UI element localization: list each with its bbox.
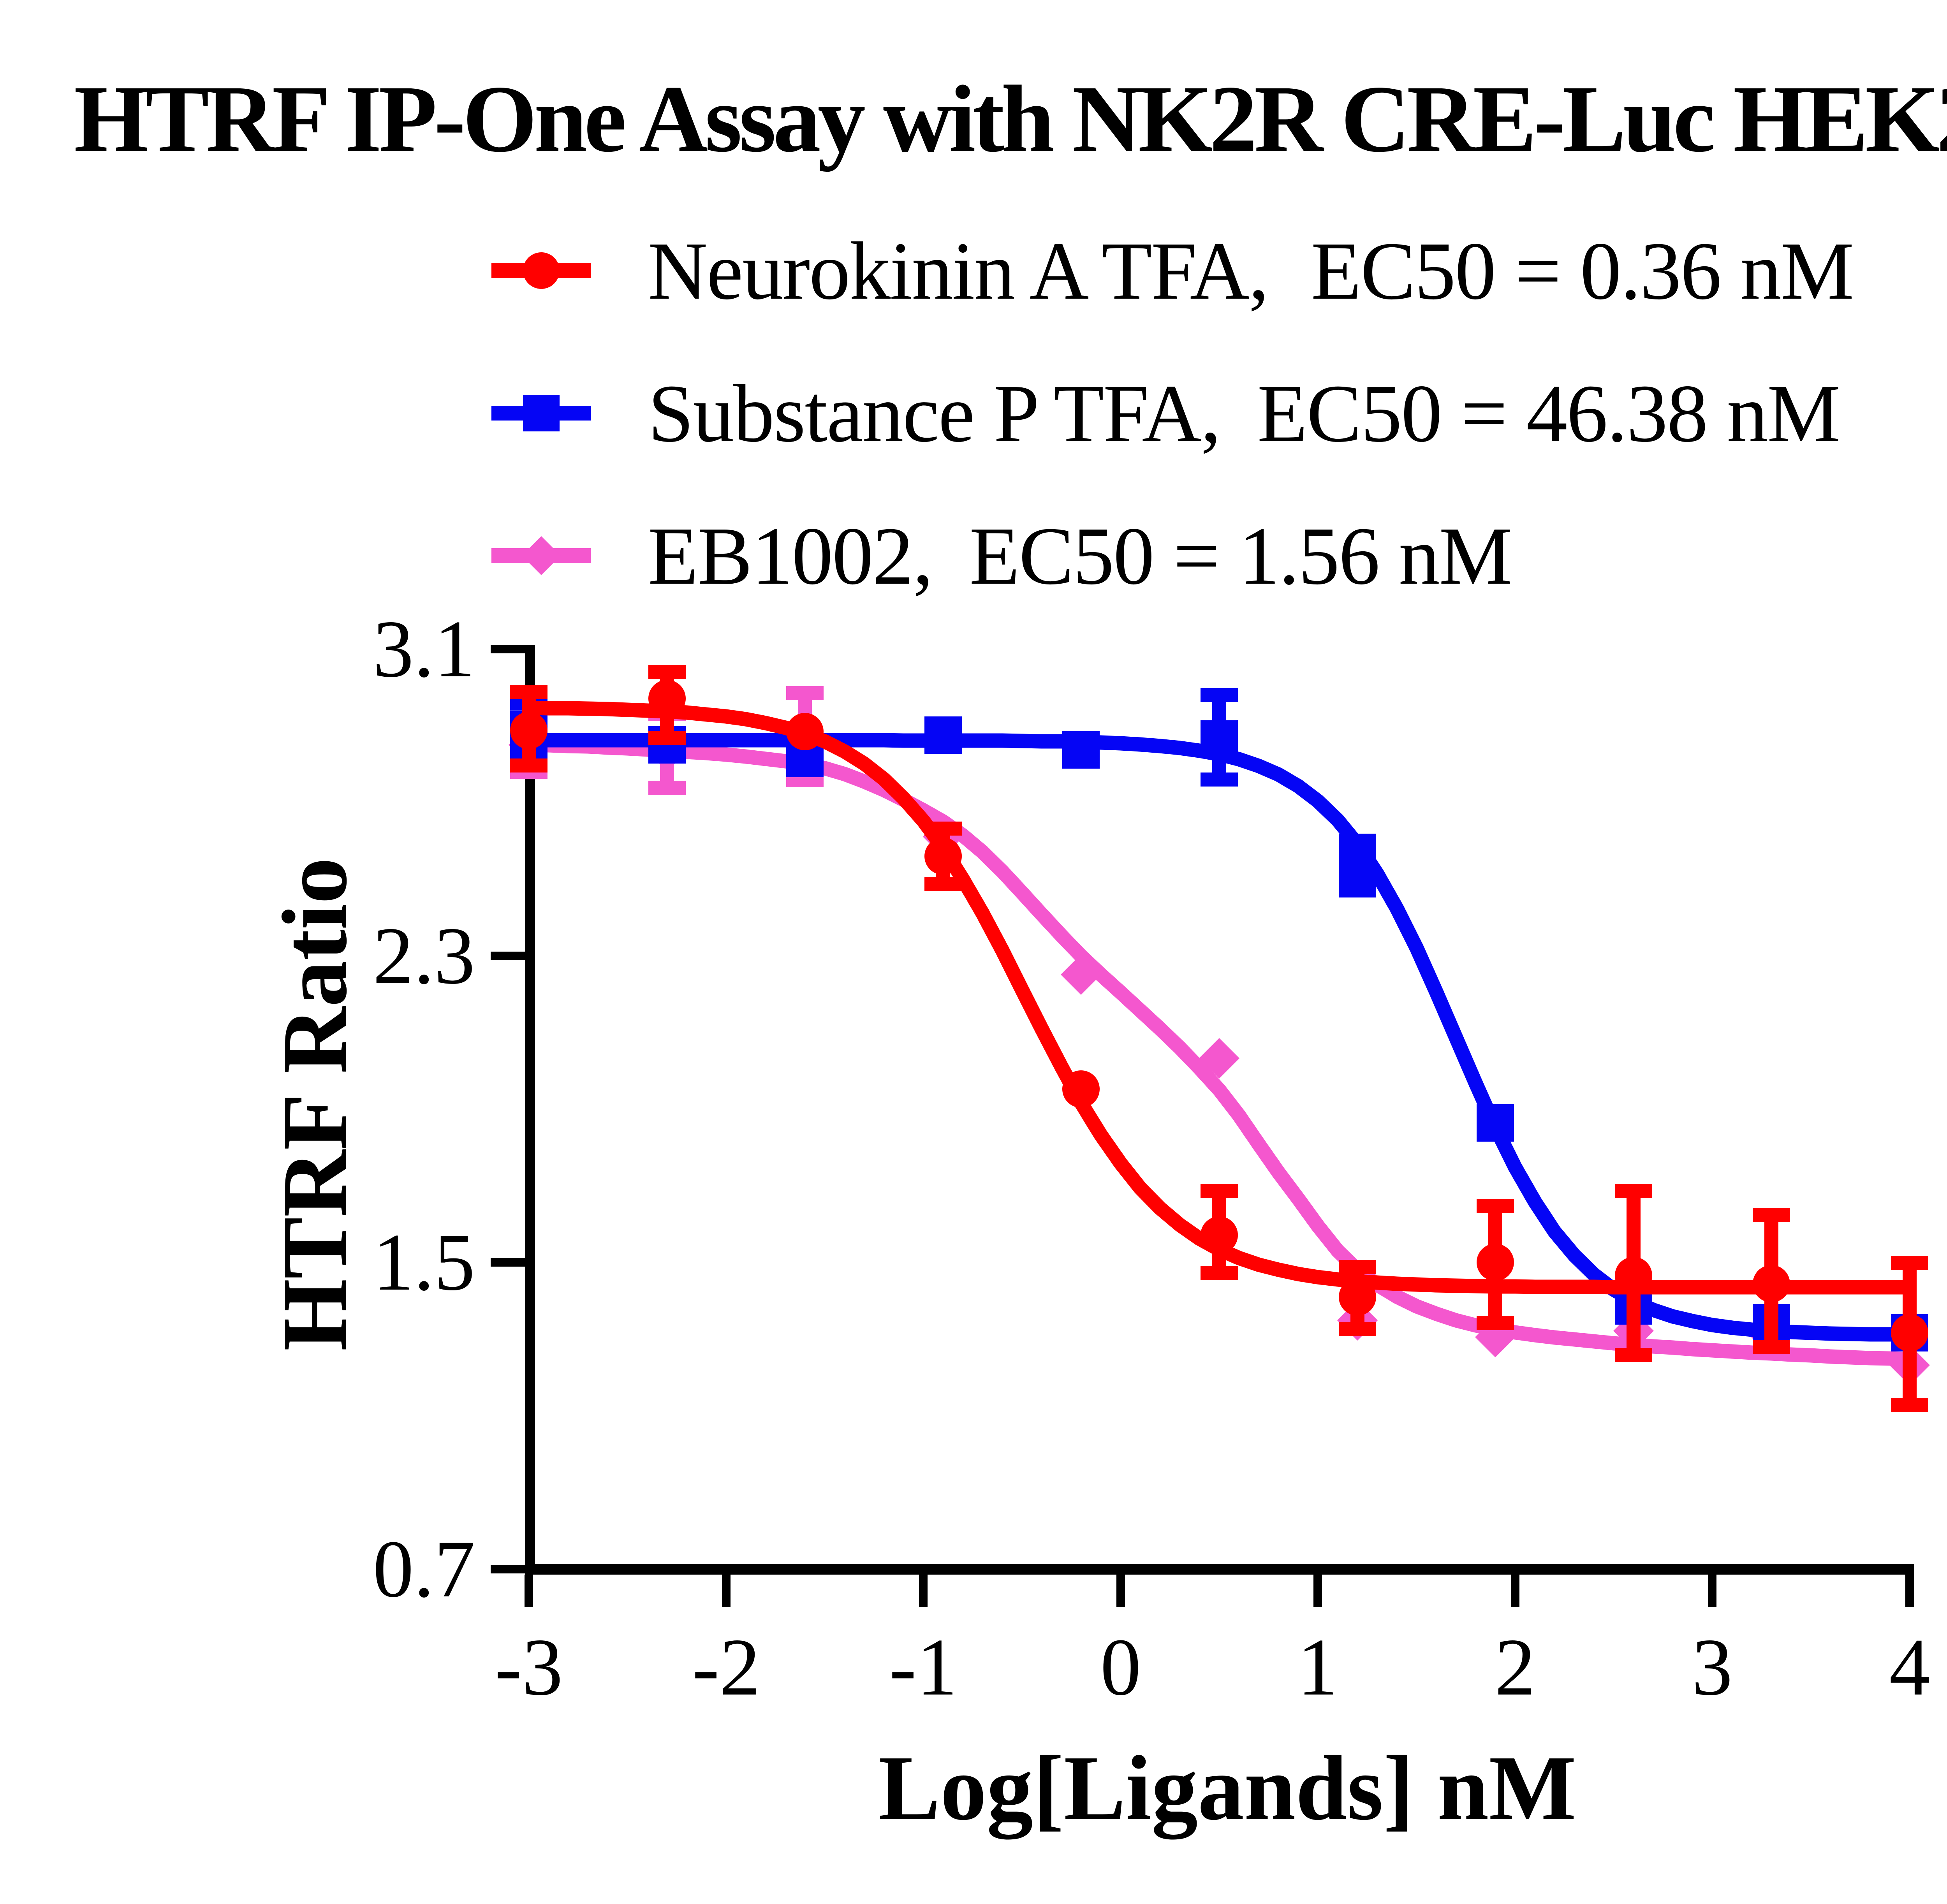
svg-text:Log[Ligands] nM: Log[Ligands] nM: [878, 1737, 1576, 1839]
svg-text:HTRF IP-One Assay with NK2R CR: HTRF IP-One Assay with NK2R CRE-Luc HEK2…: [74, 66, 1947, 172]
svg-text:EB1002,EC50 = 1.56 nM: EB1002, EC50 = 1.56 nM: [648, 510, 1511, 602]
svg-text:3.1: 3.1: [373, 604, 475, 694]
svg-text:-2: -2: [692, 1622, 760, 1712]
svg-text:-3: -3: [495, 1622, 563, 1712]
svg-text:Neurokinin A TFA,EC50 = 0.36 n: Neurokinin A TFA, EC50 = 0.36 nM: [648, 225, 1853, 317]
svg-text:3: 3: [1692, 1622, 1733, 1712]
svg-text:2: 2: [1495, 1622, 1536, 1712]
svg-text:2.3: 2.3: [373, 911, 475, 1001]
svg-text:-1: -1: [889, 1622, 958, 1712]
svg-text:HTRF Ratio: HTRF Ratio: [264, 857, 366, 1351]
svg-text:1.5: 1.5: [373, 1217, 475, 1307]
svg-text:1: 1: [1297, 1622, 1338, 1712]
svg-text:0.7: 0.7: [373, 1524, 475, 1614]
svg-text:0: 0: [1100, 1622, 1141, 1712]
svg-text:4: 4: [1889, 1622, 1930, 1712]
